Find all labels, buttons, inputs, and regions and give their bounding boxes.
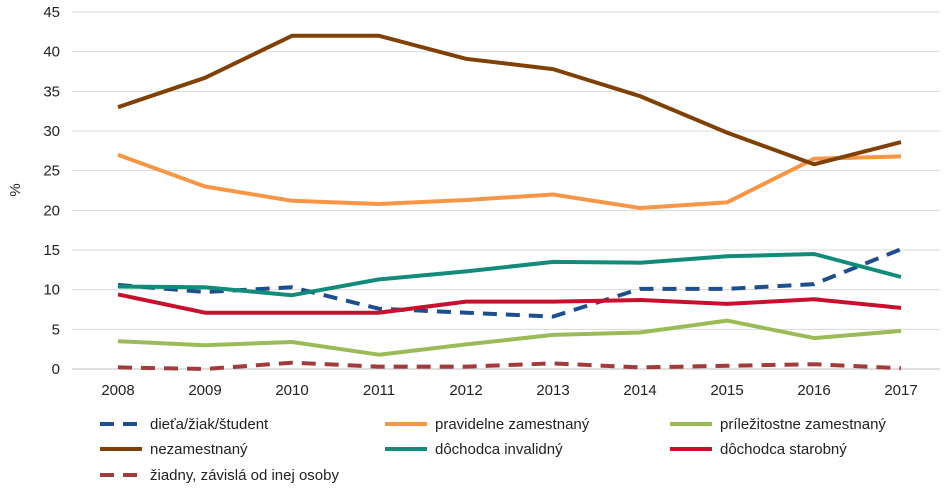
legend-label: nezamestnaný — [150, 441, 248, 458]
y-tick-label: 10 — [43, 282, 60, 299]
legend-label: žiadny, závislá od inej osoby — [150, 467, 339, 484]
y-tick-label: 5 — [52, 321, 60, 338]
x-tick-label: 2016 — [797, 382, 830, 399]
legend-item: žiadny, závislá od inej osoby — [100, 467, 339, 484]
x-tick-label: 2014 — [623, 382, 656, 399]
legend-label: dieťa/žiak/študent — [150, 416, 269, 433]
legend-item: pravidelne zamestnaný — [385, 416, 590, 433]
series-line-6 — [117, 360, 902, 371]
y-axis-label: % — [7, 183, 24, 196]
y-tick-label: 40 — [43, 44, 60, 61]
y-tick-label: 15 — [43, 242, 60, 259]
x-tick-label: 2015 — [710, 382, 743, 399]
y-axis: 0 5 10 15 20 25 30 35 40 45 — [43, 4, 60, 378]
legend-item: dôchodca invalidný — [385, 441, 563, 458]
y-tick-label: 45 — [43, 4, 60, 21]
legend: dieťa/žiak/študent pravidelne zamestnaný p… — [100, 416, 886, 484]
legend-item: dôchodca starobný — [670, 441, 847, 458]
x-tick-label: 2008 — [101, 382, 134, 399]
x-tick-label: 2010 — [275, 382, 308, 399]
y-tick-label: 30 — [43, 123, 60, 140]
legend-label: príležitostne zamestnaný — [720, 416, 886, 433]
y-tick-label: 35 — [43, 83, 60, 100]
x-tick-label: 2009 — [188, 382, 221, 399]
x-axis: 2008 2009 2010 2011 2012 2013 2014 2015 2016 2017 — [72, 368, 940, 399]
x-tick-label: 2011 — [363, 382, 395, 399]
series-line-0 — [117, 247, 902, 319]
legend-label: dôchodca invalidný — [435, 441, 563, 458]
x-tick-label: 2012 — [449, 382, 482, 399]
series-line-2 — [117, 318, 902, 357]
series-line-4 — [117, 252, 902, 298]
series-lines — [117, 33, 902, 371]
y-tick-label: 0 — [52, 361, 60, 378]
legend-item: príležitostne zamestnaný — [670, 416, 886, 433]
x-tick-label: 2017 — [884, 382, 917, 399]
y-tick-label: 25 — [43, 163, 60, 180]
legend-item: nezamestnaný — [100, 441, 248, 458]
legend-label: dôchodca starobný — [720, 441, 847, 458]
series-line-1 — [117, 152, 902, 210]
series-line-3 — [117, 33, 902, 167]
y-tick-label: 20 — [43, 202, 60, 219]
legend-label: pravidelne zamestnaný — [435, 416, 590, 433]
series-line-5 — [117, 292, 902, 315]
legend-item: dieťa/žiak/študent — [100, 416, 269, 433]
x-tick-label: 2013 — [536, 382, 569, 399]
